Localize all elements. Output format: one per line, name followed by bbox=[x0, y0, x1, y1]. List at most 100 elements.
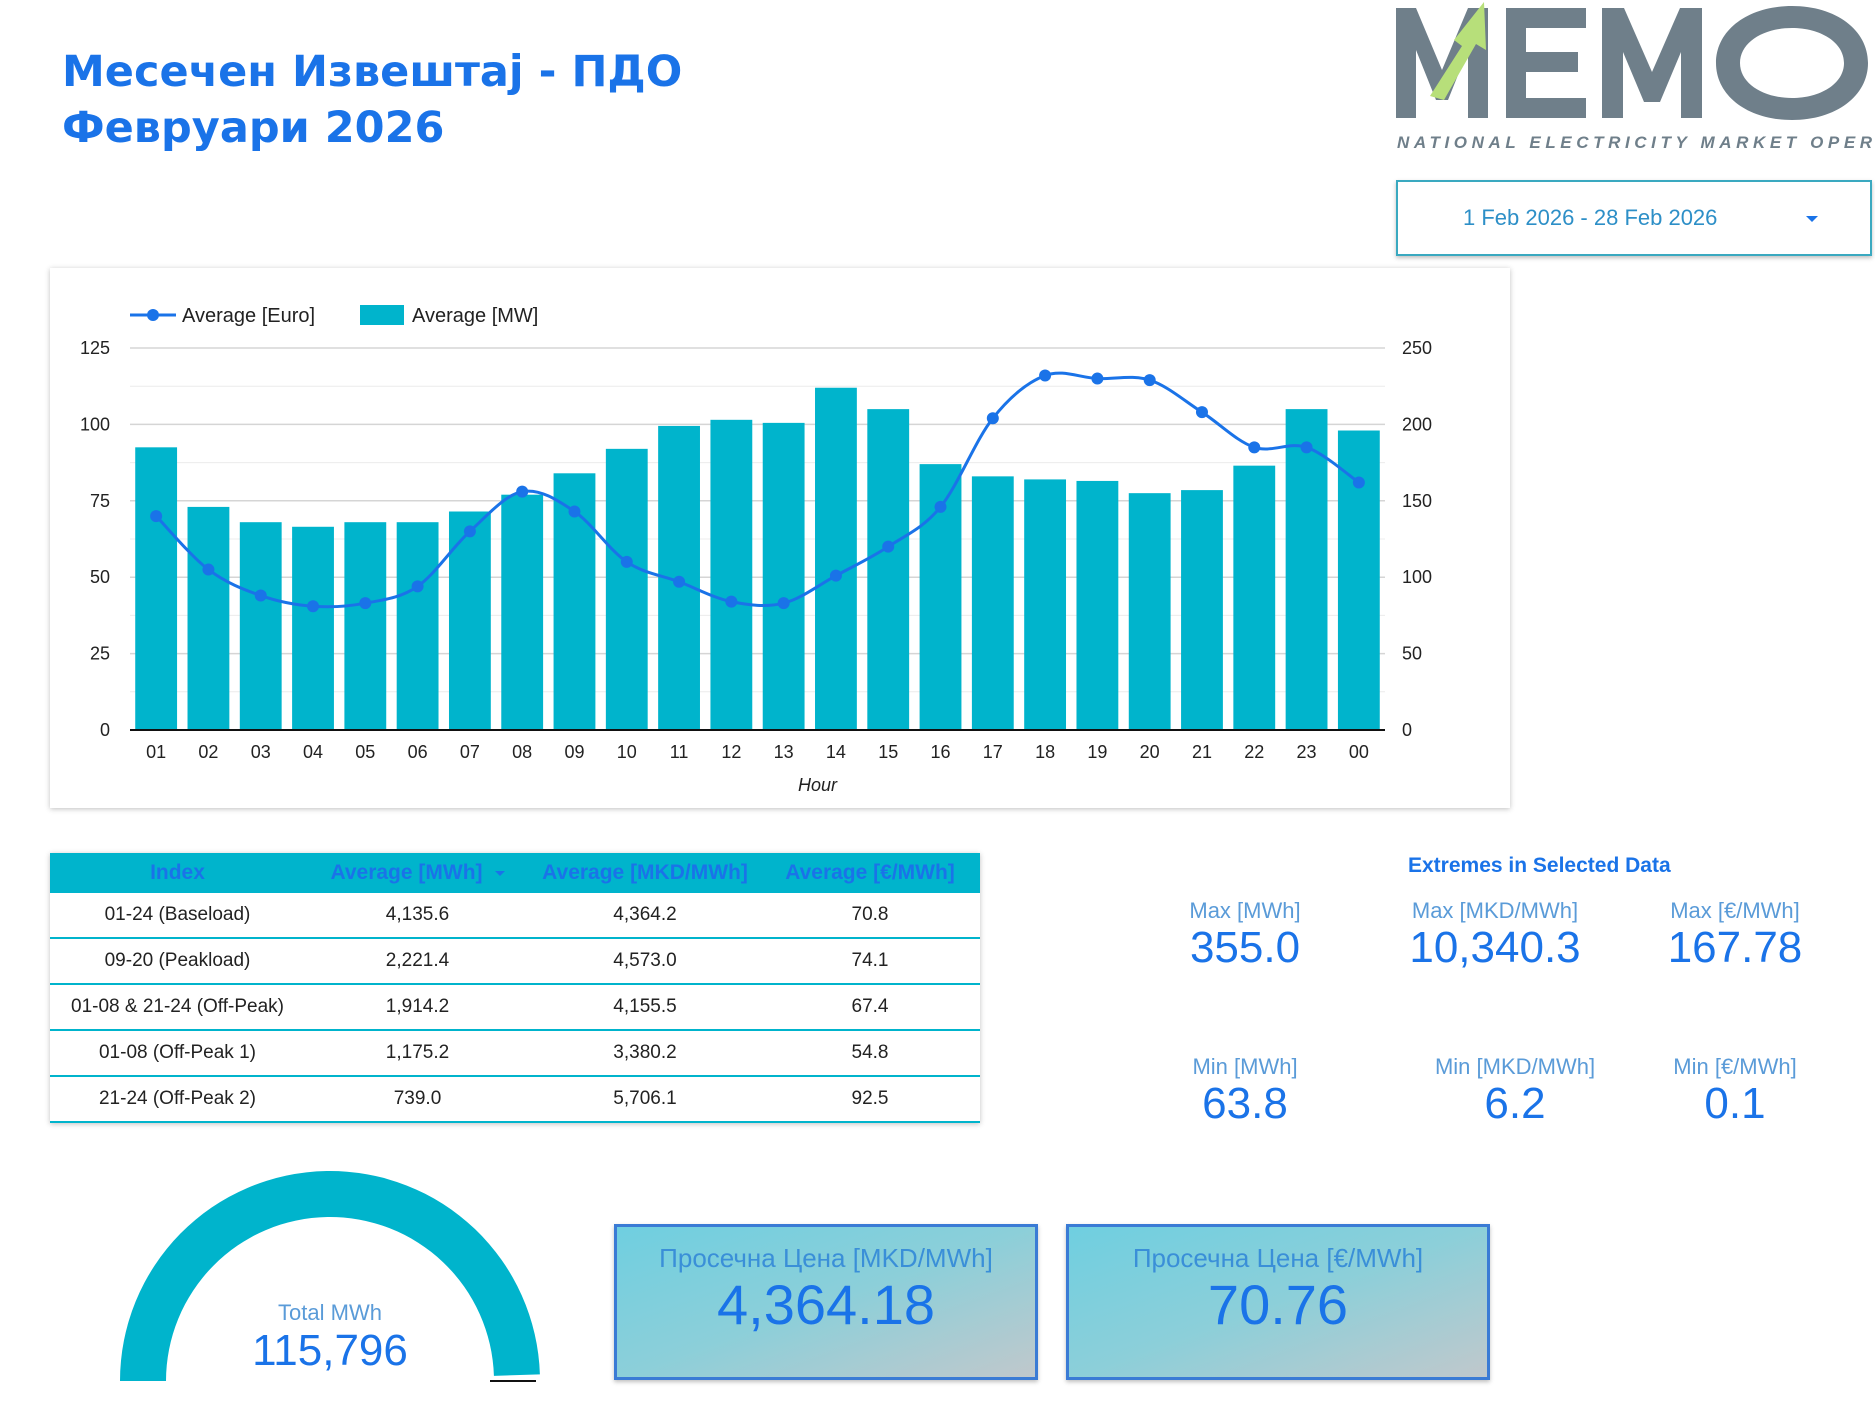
kpi-value: 0.1 bbox=[1704, 1079, 1766, 1128]
bar-mw bbox=[605, 448, 648, 730]
x-tick-label: 06 bbox=[408, 742, 428, 762]
avg-price-eur-card: Просечна Цена [€/MWh] 70.76 bbox=[1066, 1224, 1490, 1380]
bar-mw bbox=[396, 522, 439, 730]
point-euro bbox=[411, 580, 424, 593]
point-euro bbox=[882, 540, 895, 553]
legend-label-mw: Average [MW] bbox=[412, 305, 538, 327]
x-tick-label: 05 bbox=[355, 742, 375, 762]
cell-index: 01-24 (Baseload) bbox=[50, 893, 305, 939]
x-tick-label: 22 bbox=[1244, 742, 1264, 762]
avg-price-eur-label: Просечна Цена [€/MWh] bbox=[1132, 1243, 1424, 1273]
sort-desc-icon bbox=[494, 870, 505, 876]
logo-subtitle: NATIONAL ELECTRICITY MARKET OPERATOR bbox=[1397, 133, 1875, 152]
cell-index: 01-08 & 21-24 (Off-Peak) bbox=[50, 984, 305, 1031]
kpi-max-mkd: Max [MKD/MWh] 10,340.3 bbox=[1380, 898, 1610, 972]
cell-avg-mkd: 5,706.1 bbox=[530, 1076, 760, 1123]
cell-avg-mkd: 4,155.5 bbox=[530, 984, 760, 1031]
cell-avg-eur: 67.4 bbox=[760, 984, 980, 1031]
y-left-tick-label: 50 bbox=[90, 567, 110, 587]
bar-mw bbox=[135, 447, 178, 730]
bar-mw bbox=[971, 476, 1014, 730]
x-tick-label: 23 bbox=[1297, 742, 1317, 762]
kpi-min-mkd: Min [MKD/MWh] 6.2 bbox=[1400, 1054, 1630, 1128]
point-euro bbox=[463, 525, 476, 538]
bar-mw bbox=[1233, 465, 1276, 730]
x-tick-label: 19 bbox=[1087, 742, 1107, 762]
table-row: 01-08 & 21-24 (Off-Peak) 1,914.2 4,155.5… bbox=[50, 984, 980, 1031]
y-right-tick-label: 0 bbox=[1402, 720, 1412, 740]
y-right-tick-label: 200 bbox=[1402, 414, 1432, 434]
kpi-label: Min [MWh] bbox=[1192, 1054, 1298, 1079]
point-euro bbox=[725, 595, 738, 608]
bar-mw bbox=[239, 522, 282, 730]
memo-logo bbox=[1396, 2, 1868, 120]
date-range-dropdown[interactable]: 1 Feb 2026 - 28 Feb 2026 bbox=[1396, 180, 1872, 256]
y-right-tick-label: 150 bbox=[1402, 491, 1432, 511]
kpi-label: Max [€/MWh] bbox=[1670, 898, 1800, 923]
kpi-label: Max [MKD/MWh] bbox=[1411, 898, 1579, 923]
cell-index: 09-20 (Peakload) bbox=[50, 938, 305, 985]
kpi-min-eur: Min [€/MWh] 0.1 bbox=[1630, 1054, 1840, 1128]
gauge-value: 115,796 bbox=[252, 1326, 408, 1375]
point-euro bbox=[516, 485, 529, 498]
cell-avg-mwh: 1,914.2 bbox=[305, 984, 530, 1031]
cell-avg-mwh: 4,135.6 bbox=[305, 893, 530, 939]
bar-mw bbox=[501, 494, 544, 730]
point-euro bbox=[986, 412, 999, 425]
table-row: 01-08 (Off-Peak 1) 1,175.2 3,380.2 54.8 bbox=[50, 1030, 980, 1077]
hourly-chart: 0 25 50 75 100 125 0 50 100 150 200 250 01 02 03 04 05 06… bbox=[50, 268, 1510, 808]
x-tick-label: 13 bbox=[774, 742, 794, 762]
point-euro bbox=[359, 597, 372, 610]
table-row: 21-24 (Off-Peak 2) 739.0 5,706.1 92.5 bbox=[50, 1076, 980, 1123]
y-left-tick-label: 0 bbox=[100, 720, 110, 740]
avg-price-eur-value: 70.76 bbox=[1207, 1273, 1349, 1336]
point-euro bbox=[1195, 406, 1208, 419]
col-header-avg-mkd[interactable]: Average [MKD/MWh] bbox=[530, 853, 760, 893]
gauge-label: Total MWh bbox=[278, 1300, 382, 1325]
line-euro bbox=[155, 371, 1360, 609]
point-euro bbox=[568, 505, 581, 518]
cell-avg-eur: 92.5 bbox=[760, 1076, 980, 1123]
y-right-tick-label: 250 bbox=[1402, 338, 1432, 358]
x-axis-label: Hour bbox=[798, 775, 838, 795]
col-header-avg-eur[interactable]: Average [€/MWh] bbox=[760, 853, 980, 893]
bar-mw bbox=[292, 526, 334, 730]
kpi-value: 167.78 bbox=[1667, 923, 1803, 972]
legend-line-marker bbox=[147, 309, 159, 321]
avg-price-mkd-value: 4,364.18 bbox=[717, 1273, 935, 1336]
x-tick-label: 10 bbox=[617, 742, 637, 762]
point-euro bbox=[1143, 374, 1156, 387]
avg-price-mkd-label: Просечна Цена [MKD/MWh] bbox=[659, 1243, 993, 1273]
kpi-label: Min [€/MWh] bbox=[1673, 1054, 1797, 1079]
date-range-label: 1 Feb 2026 - 28 Feb 2026 bbox=[1463, 205, 1718, 230]
point-euro bbox=[254, 589, 267, 602]
cell-avg-mkd: 4,573.0 bbox=[530, 938, 760, 985]
col-header-index[interactable]: Index bbox=[50, 853, 305, 893]
bar-mw bbox=[448, 511, 491, 730]
x-tick-label: 15 bbox=[878, 742, 898, 762]
bar-mw bbox=[867, 409, 910, 730]
avg-price-mkd-card: Просечна Цена [MKD/MWh] 4,364.18 bbox=[614, 1224, 1038, 1380]
x-tick-label: 09 bbox=[564, 742, 584, 762]
table-row: 01-24 (Baseload) 4,135.6 4,364.2 70.8 bbox=[50, 893, 980, 939]
kpi-max-mwh: Max [MWh] 355.0 bbox=[1140, 898, 1350, 972]
y-left-tick-label: 100 bbox=[80, 414, 110, 434]
bar-mw bbox=[1181, 490, 1223, 730]
x-tick-label: 16 bbox=[931, 742, 951, 762]
x-tick-label: 01 bbox=[146, 742, 166, 762]
x-tick-label: 14 bbox=[826, 742, 846, 762]
point-euro bbox=[1091, 372, 1104, 385]
kpi-max-eur: Max [€/MWh] 167.78 bbox=[1630, 898, 1840, 972]
kpi-value: 355.0 bbox=[1189, 923, 1301, 972]
cell-avg-mkd: 3,380.2 bbox=[530, 1030, 760, 1077]
page-title-line2: Февруари 2026 bbox=[62, 103, 445, 153]
legend-label-euro: Average [Euro] bbox=[182, 305, 315, 327]
y-right-tick-label: 100 bbox=[1402, 567, 1432, 587]
cell-avg-mwh: 2,221.4 bbox=[305, 938, 530, 985]
bar-mw bbox=[344, 522, 387, 730]
gauge-fill-arc bbox=[120, 1171, 540, 1381]
bar-mw bbox=[1024, 479, 1067, 730]
point-euro bbox=[829, 569, 842, 582]
col-header-avg-mwh[interactable]: Average [MWh] bbox=[305, 853, 530, 893]
point-euro bbox=[307, 600, 320, 613]
